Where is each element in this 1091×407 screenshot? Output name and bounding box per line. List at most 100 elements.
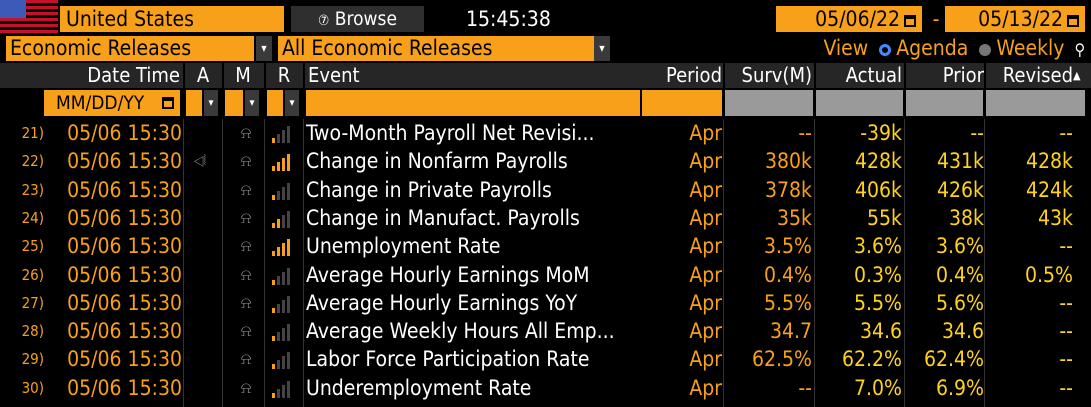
relevance-bars-icon <box>272 267 294 285</box>
row-number[interactable]: 24) <box>21 208 44 227</box>
relevance-bars-icon <box>272 351 294 370</box>
us-flag-icon <box>0 0 58 33</box>
chevron-down-icon[interactable]: ▾ <box>245 90 259 116</box>
col-date-time[interactable]: Date Time <box>87 63 180 87</box>
col-a[interactable]: A <box>196 63 210 87</box>
date-filter-placeholder: MM/DD/YY <box>56 92 145 114</box>
date-filter-input[interactable]: MM/DD/YY <box>44 90 180 116</box>
bell-icon[interactable]: ⍾ <box>240 207 252 227</box>
release-date-time: 05/06 15:30 <box>67 121 182 145</box>
event-name[interactable]: Average Weekly Hours All Emp... <box>306 319 615 344</box>
clock-time: 15:45:38 <box>466 7 551 31</box>
country-selector[interactable]: United States <box>60 6 284 32</box>
col-actual[interactable]: Actual <box>845 63 902 87</box>
column-divider <box>814 119 815 407</box>
weekly-radio[interactable] <box>979 44 992 56</box>
browse-button[interactable]: ⑦ Browse <box>291 6 424 32</box>
end-date-field[interactable]: 05/13/22 <box>945 6 1085 32</box>
col-period[interactable]: Period <box>665 63 722 87</box>
calendar-icon[interactable] <box>904 15 916 27</box>
col-r[interactable]: R <box>277 63 291 87</box>
bell-icon[interactable]: ⍾ <box>240 377 252 397</box>
calendar-icon[interactable] <box>1067 15 1079 27</box>
row-number[interactable]: 25) <box>21 237 44 256</box>
bell-icon[interactable]: ⍾ <box>240 123 252 142</box>
col-surv[interactable]: Surv(M) <box>741 63 812 87</box>
period-filter-input[interactable] <box>642 90 722 116</box>
actual-value: 406k <box>855 177 902 202</box>
table-row[interactable]: 28) 05/06 15:30 ⍾ Average Weekly Hours All … <box>0 317 1091 345</box>
calendar-icon[interactable] <box>162 97 174 109</box>
start-date-field[interactable]: 05/06/22 <box>776 6 922 32</box>
row-number[interactable]: 26) <box>21 265 44 284</box>
column-divider <box>303 119 304 407</box>
table-row[interactable]: 26) 05/06 15:30 ⍾ Average Hourly Earnings M… <box>0 261 1091 289</box>
bell-icon[interactable]: ⍾ <box>240 236 252 256</box>
speaker-icon[interactable]: ◁⦚ <box>193 153 207 170</box>
bell-icon[interactable]: ⍾ <box>240 292 252 312</box>
filter-r[interactable] <box>267 90 283 116</box>
row-number[interactable]: 30) <box>21 378 44 397</box>
bell-icon[interactable]: ⍾ <box>240 179 252 199</box>
actual-value: -39k <box>860 121 902 145</box>
event-name[interactable]: Change in Manufact. Payrolls <box>306 205 580 230</box>
revised-value: -- <box>1059 234 1073 259</box>
event-name[interactable]: Two-Month Payroll Net Revisi... <box>306 121 595 145</box>
row-number[interactable]: 21) <box>21 124 44 142</box>
table-row[interactable]: 24) 05/06 15:30 ⍾ Change in Manufact. Payro… <box>0 204 1091 232</box>
col-m[interactable]: M <box>235 63 251 87</box>
chevron-down-icon[interactable]: ▾ <box>256 36 272 61</box>
table-row[interactable]: 27) 05/06 15:30 ⍾ Average Hourly Earnings Y… <box>0 289 1091 317</box>
bell-icon[interactable]: ⍾ <box>240 264 252 284</box>
revised-value: -- <box>1059 290 1073 315</box>
chevron-down-icon[interactable]: ▾ <box>594 36 610 61</box>
event-filter-input[interactable] <box>306 90 640 116</box>
filter-m[interactable] <box>225 90 243 116</box>
col-revised[interactable]: Revised <box>1002 63 1073 87</box>
table-row[interactable]: 29) 05/06 15:30 ⍾ Labor Force Participation… <box>0 345 1091 373</box>
row-number[interactable]: 22) <box>21 152 44 171</box>
event-name[interactable]: Average Hourly Earnings MoM <box>306 262 590 287</box>
release-date-time: 05/06 15:30 <box>67 234 182 259</box>
bell-icon[interactable]: ⍾ <box>240 349 252 369</box>
row-number[interactable]: 27) <box>21 293 44 312</box>
row-number[interactable]: 28) <box>21 322 44 341</box>
col-prior[interactable]: Prior <box>942 63 984 87</box>
relevance-bars-icon <box>272 238 294 257</box>
table-row[interactable]: 25) 05/06 15:30 ⍾ Unemployment Rate Apr 3.5% 3… <box>0 232 1091 260</box>
filter-a[interactable] <box>186 90 202 116</box>
table-row[interactable]: 30) 05/06 15:30 ⍾ Underemployment Rate Apr --… <box>0 374 1091 402</box>
bell-icon[interactable]: ⍾ <box>240 321 252 341</box>
chevron-down-icon[interactable]: ▾ <box>204 90 218 116</box>
revised-value: -- <box>1059 121 1073 145</box>
agenda-radio[interactable] <box>879 44 892 56</box>
event-name[interactable]: Average Hourly Earnings YoY <box>306 290 578 315</box>
event-name[interactable]: Underemployment Rate <box>306 375 532 400</box>
period-value: Apr <box>689 347 722 372</box>
table-row[interactable]: 23) 05/06 15:30 ⍾ Change in Private Payroll… <box>0 176 1091 204</box>
agenda-label[interactable]: Agenda <box>896 36 969 60</box>
event-name[interactable]: Change in Private Payrolls <box>306 177 552 202</box>
table-row[interactable]: 22) 05/06 15:30 ◁⦚ ⍾ Change in Nonfarm Payro… <box>0 147 1091 175</box>
event-name[interactable]: Change in Nonfarm Payrolls <box>306 149 568 174</box>
search-icon[interactable]: ⚲ <box>1074 40 1085 59</box>
subcategory-select[interactable]: All Economic Releases <box>278 36 594 61</box>
category-select[interactable]: Economic Releases <box>6 36 254 61</box>
event-name[interactable]: Labor Force Participation Rate <box>306 347 590 372</box>
relevance-bars-icon <box>272 125 294 143</box>
actual-value: 62.2% <box>841 347 902 372</box>
filter-row: MM/DD/YY ▾ ▾ ▾ <box>0 90 1091 116</box>
revised-filter <box>986 90 1085 116</box>
chevron-down-icon[interactable]: ▾ <box>285 90 299 116</box>
bell-icon[interactable]: ⍾ <box>240 151 252 171</box>
table-row[interactable]: 21) 05/06 15:30 ⍾ Two-Month Payroll Net Rev… <box>0 119 1091 147</box>
revised-value: -- <box>1059 319 1073 344</box>
row-number[interactable]: 29) <box>21 350 44 369</box>
weekly-label[interactable]: Weekly <box>996 36 1065 60</box>
event-name[interactable]: Unemployment Rate <box>306 234 501 259</box>
prior-value: 3.6% <box>936 234 984 259</box>
sort-up-icon[interactable]: ▲ <box>1073 69 1081 82</box>
row-number[interactable]: 23) <box>21 180 44 199</box>
column-header-row: Date Time A M R Event Period Surv(M) Act… <box>0 63 1091 88</box>
col-event[interactable]: Event <box>308 63 360 87</box>
